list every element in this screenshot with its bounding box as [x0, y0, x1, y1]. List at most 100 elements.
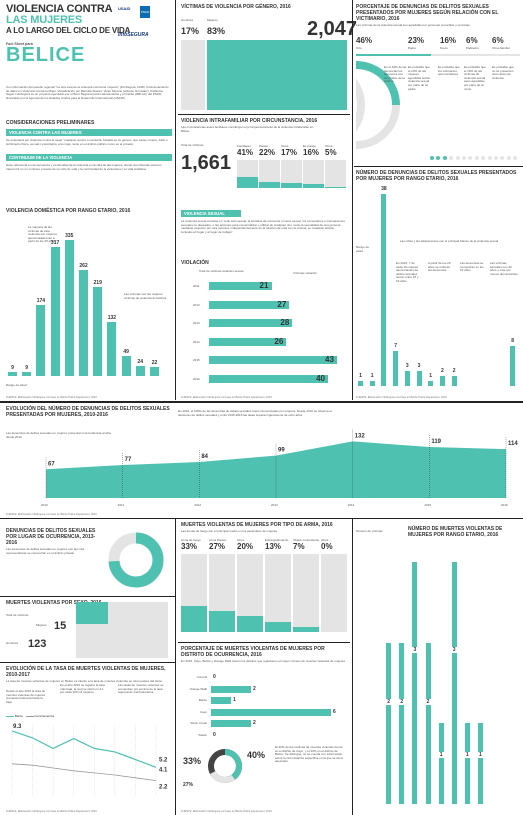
source-3: FUENTE: Elaboración InfoSegura con base … — [356, 396, 447, 399]
district-desc: En 2016, Cayo, Belize y Orange Walk fuer… — [181, 659, 345, 663]
sexual-age-bar — [369, 380, 375, 386]
divider-mid-1 — [178, 114, 350, 115]
domestic-bar-label: 219 — [93, 280, 102, 287]
domestic-bar — [135, 366, 145, 376]
sexual-relation-title: PORCENTAJE DE DENUNCIAS DE DELITOS SEXUA… — [356, 4, 499, 22]
rate-legend2: Centroamérica — [34, 714, 55, 718]
intrafamily-item-label: Otros — [325, 144, 333, 148]
district-label: Corozal — [196, 675, 207, 679]
place-desc: Las denuncias de delitos sexuales en muj… — [6, 547, 85, 555]
violation-year: 2012 — [193, 302, 200, 307]
women-label: Mujeres — [207, 18, 218, 22]
relation-dot — [430, 156, 434, 160]
divider-full-1 — [0, 401, 523, 403]
weapon-section: MUERTES VIOLENTAS DE MUJERES POR TIPO DE… — [181, 522, 347, 640]
rate-section: EVOLUCIÓN DE LA TASA DE MUERTES VIOLENTA… — [6, 666, 172, 811]
divider-bl-2 — [0, 662, 175, 663]
source-1: FUENTE: Elaboración InfoSegura con base … — [6, 396, 97, 399]
domestic-bar — [36, 305, 46, 376]
district-bars: Corozal 0 Orange Walk 2 Belize 1 Cayo 6 Stann Cr… — [181, 674, 347, 746]
domestic-title: VIOLENCIA DOMÉSTICA POR RANGO ETARIO, 20… — [6, 208, 131, 214]
violation-bar — [209, 300, 290, 309]
relation-items: 46% Otro 23% Padre 16% Novio 6% Padrastro 6% Otro… — [356, 34, 520, 164]
sexual-age: NÚMERO DE DENUNCIAS DE DELITOS SEXUALES … — [356, 170, 520, 398]
domestic-ylabel: Rango de edad — [6, 383, 27, 387]
violation-bar — [209, 282, 272, 290]
intrafamily-item-fill — [259, 181, 280, 188]
intrafamily-item-pct: 22% — [259, 148, 276, 157]
victims-gender-title: VÍCTIMAS DE VIOLENCIA POR GÉNERO, 2016 — [181, 4, 291, 10]
relation-pct: 6% — [466, 36, 478, 45]
divider-3 — [175, 518, 176, 815]
violation-side-label: Víctimas violación — [293, 271, 318, 275]
relation-label: Padrastro — [466, 46, 480, 50]
sexual-age-bar-label: 2 — [452, 367, 456, 374]
evolution-year-label: 2013 — [271, 503, 278, 507]
evolution-area-chart: 67 2010 77 2011 84 2012 99 2013 132 2014 119 2015 11… — [41, 429, 518, 507]
deaths-sex-title: MUERTES VIOLENTAS POR SEXO, 2016 — [6, 600, 102, 606]
deaths-age-bar-label: 3 — [410, 646, 420, 653]
sexual-age-bar-label: 8 — [511, 337, 514, 344]
deaths-women-label: Mujeres — [36, 623, 47, 627]
deaths-men: 123 — [28, 638, 47, 650]
weapon-item-label: Arma de fuego — [181, 538, 201, 542]
sexual-age-bar — [404, 370, 410, 386]
domestic-bar-label: 24 — [137, 359, 144, 366]
place-section: DENUNCIAS DE DELITOS SEXUALES POR LUGAR … — [6, 528, 172, 594]
divider-bl-1 — [0, 596, 175, 597]
violation-axis-label: Total de víctimas violación sexual — [199, 269, 244, 273]
intrafamily: VIOLENCIA INTRAFAMILIAR POR CIRCUNSTANCI… — [181, 118, 347, 210]
relation-label: Otro — [356, 46, 362, 50]
intrafamily-item-bg — [281, 160, 302, 188]
country-title: BELICE — [6, 44, 86, 67]
relation-half-donut — [356, 61, 400, 149]
intrafamily-item-bg — [303, 160, 324, 188]
relation-dot — [462, 156, 466, 160]
title-line3: A LO LARGO DEL CICLO DE VIDA — [6, 26, 131, 35]
violation-year: 2011 — [193, 284, 200, 288]
district-pct1: 33% — [183, 756, 202, 766]
rate-value-label: 2.2 — [159, 785, 168, 791]
relation-pct: 6% — [492, 36, 504, 45]
evolution-value-label: 119 — [431, 439, 441, 445]
domestic-bar — [93, 287, 103, 376]
domestic-bar-label: 49 — [123, 349, 129, 356]
deaths-women: 15 — [54, 620, 67, 632]
relation-note: Es probable que los victimarios sean fam… — [438, 65, 460, 77]
weapon-item-bg — [321, 554, 347, 632]
intrafamily-item-bg — [325, 160, 346, 188]
divider-bm-1 — [178, 642, 350, 643]
domestic-bar-label: 9 — [25, 365, 29, 372]
violation-bar — [209, 374, 329, 383]
deaths-age-bar — [399, 642, 405, 804]
men-pct: 17% — [181, 26, 200, 36]
relation-dot — [449, 156, 454, 160]
divider-4 — [352, 518, 353, 815]
relation-pct: 23% — [408, 36, 425, 45]
deaths-age-bar — [477, 723, 483, 804]
evolution-title: EVOLUCIÓN DEL NÚMERO DE DENUNCIAS DE DEL… — [6, 406, 170, 418]
rate-note3: Las tasas de muertes violentas se encuen… — [118, 683, 164, 695]
domestic-bar — [79, 269, 88, 376]
violation-title: VIOLACIÓN — [181, 260, 209, 266]
intro-text: Con información del estudio regional "La… — [6, 85, 169, 100]
rate-desc: La tasa de muertes violentas de mujeres … — [6, 679, 163, 683]
weapon-item-label: Arma blanca — [209, 538, 226, 542]
district-pct2: 40% — [247, 750, 266, 760]
sexual-age-ylabel: Rango de edad — [356, 245, 370, 253]
sexual-age-bar — [393, 350, 399, 386]
relation-label: Novio — [440, 46, 448, 50]
rate-note1: Desde el año 2010 la tasa de muertes vio… — [6, 689, 46, 704]
pill-continuum: CONTINUUM DE LA VIOLENCIA — [6, 154, 172, 162]
relation-pct: 46% — [356, 36, 373, 45]
sexual-age-note-b: A partir de los 20 años se reducen las d… — [428, 261, 451, 273]
sexual-text: La violencia sexual consiste en "todo ac… — [181, 219, 345, 234]
domestic-bar-label: 317 — [50, 240, 60, 247]
place-title: DENUNCIAS DE DELITOS SEXUALES POR LUGAR … — [6, 528, 96, 546]
violation-chart: VIOLACIÓN Total de víctimas violación se… — [181, 260, 347, 395]
district-value: 1 — [233, 697, 236, 703]
domestic-bar — [22, 372, 32, 376]
violation-bar-label: 26 — [274, 336, 284, 346]
relation-dot — [436, 156, 441, 160]
rate-value-label: 5.2 — [159, 758, 168, 764]
